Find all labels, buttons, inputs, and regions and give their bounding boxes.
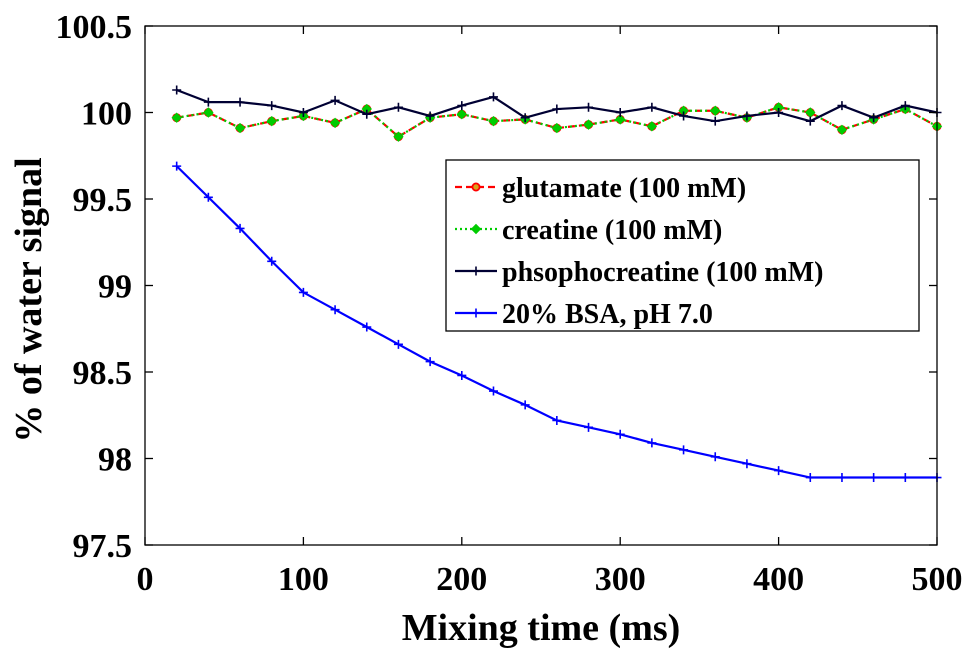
- data-point: [456, 109, 468, 120]
- data-point: [425, 111, 435, 121]
- data-point: [900, 473, 910, 483]
- data-point: [646, 121, 658, 132]
- data-point: [552, 104, 562, 114]
- data-point: [425, 357, 435, 367]
- data-point: [234, 122, 246, 134]
- series-2: [172, 85, 942, 126]
- series-layer: [171, 85, 943, 483]
- data-point: [171, 112, 182, 123]
- y-axis-title: % of water signal: [8, 157, 50, 442]
- data-point: [470, 223, 482, 235]
- x-tick-label: 200: [436, 561, 487, 598]
- data-point: [679, 111, 689, 121]
- data-point: [298, 108, 308, 117]
- data-point: [552, 415, 562, 425]
- data-point: [520, 400, 530, 410]
- data-point: [742, 111, 752, 121]
- legend-box: [445, 159, 920, 332]
- data-point: [837, 101, 847, 111]
- data-point: [471, 308, 481, 318]
- data-point: [267, 101, 277, 111]
- y-tick-label: 100: [81, 96, 132, 133]
- data-point: [457, 101, 467, 111]
- data-point: [266, 115, 277, 127]
- data-point: [583, 119, 594, 130]
- data-point: [393, 339, 403, 349]
- data-point: [330, 95, 340, 105]
- y-tick-label: 99.5: [73, 182, 133, 219]
- data-point: [457, 370, 467, 380]
- data-point: [614, 114, 626, 125]
- data-point: [362, 109, 372, 119]
- data-point: [615, 429, 625, 439]
- data-point: [172, 161, 182, 171]
- data-point: [679, 445, 689, 455]
- legend: glutamate (100 mM) creatine (100 mM) phsop…: [445, 159, 920, 332]
- data-point: [267, 256, 277, 266]
- data-point: [710, 105, 721, 116]
- y-tick-label: 97.5: [73, 528, 133, 565]
- data-point: [488, 386, 498, 396]
- data-point: [203, 97, 213, 107]
- data-point: [805, 116, 815, 126]
- data-point: [330, 305, 340, 315]
- data-point: [615, 108, 625, 117]
- legend-label: glutamate (100 mM): [502, 173, 746, 204]
- data-point: [203, 192, 213, 202]
- data-point: [869, 473, 879, 483]
- series-3: [172, 161, 942, 483]
- y-tick-label: 100.5: [56, 9, 133, 46]
- data-point: [584, 102, 594, 112]
- data-point: [393, 102, 403, 112]
- data-point: [647, 438, 657, 448]
- data-point: [805, 473, 815, 483]
- data-point: [235, 97, 245, 107]
- data-point: [710, 452, 720, 462]
- data-point: [647, 102, 657, 112]
- data-point: [488, 92, 498, 102]
- y-tick-label: 98: [98, 442, 132, 479]
- data-point: [235, 223, 245, 233]
- data-point: [471, 266, 481, 276]
- x-tick-label: 0: [137, 561, 154, 598]
- x-tick-label: 400: [753, 561, 804, 598]
- data-point: [520, 113, 530, 123]
- data-point: [710, 116, 720, 126]
- data-point: [742, 459, 752, 469]
- legend-label: 20% BSA, pH 7.0: [502, 299, 713, 330]
- data-point: [298, 287, 308, 297]
- y-tick-label: 99: [98, 269, 132, 306]
- x-tick-label: 300: [595, 561, 646, 598]
- data-point: [900, 101, 910, 111]
- legend-item: 20% BSA, pH 7.0: [455, 299, 713, 330]
- data-point: [837, 473, 847, 483]
- data-point: [172, 85, 182, 95]
- data-point: [836, 124, 848, 136]
- legend-label: phsophocreatine (100 mM): [502, 257, 823, 288]
- legend-label: creatine (100 mM): [502, 215, 722, 246]
- data-point: [774, 466, 784, 476]
- data-point: [488, 115, 499, 127]
- tick-layer: 0 100 200 300 400 500 97.5 98 98.5 99 99.5 100 100.5: [56, 9, 963, 598]
- x-tick-label: 100: [278, 561, 329, 598]
- data-point: [551, 122, 563, 134]
- data-point: [869, 113, 879, 123]
- x-axis-title: Mixing time (ms): [402, 607, 681, 649]
- data-point: [362, 322, 372, 332]
- data-point: [774, 108, 784, 117]
- data-point: [584, 422, 594, 432]
- legend-item: phsophocreatine (100 mM): [455, 257, 823, 288]
- y-tick-label: 98.5: [73, 355, 133, 392]
- legend-item: creatine (100 mM): [455, 215, 722, 246]
- legend-item: glutamate (100 mM): [455, 173, 746, 204]
- data-point: [329, 117, 341, 129]
- data-point: [471, 182, 481, 192]
- x-tick-label: 500: [912, 561, 963, 598]
- data-point: [203, 107, 214, 118]
- data-point: [393, 131, 404, 142]
